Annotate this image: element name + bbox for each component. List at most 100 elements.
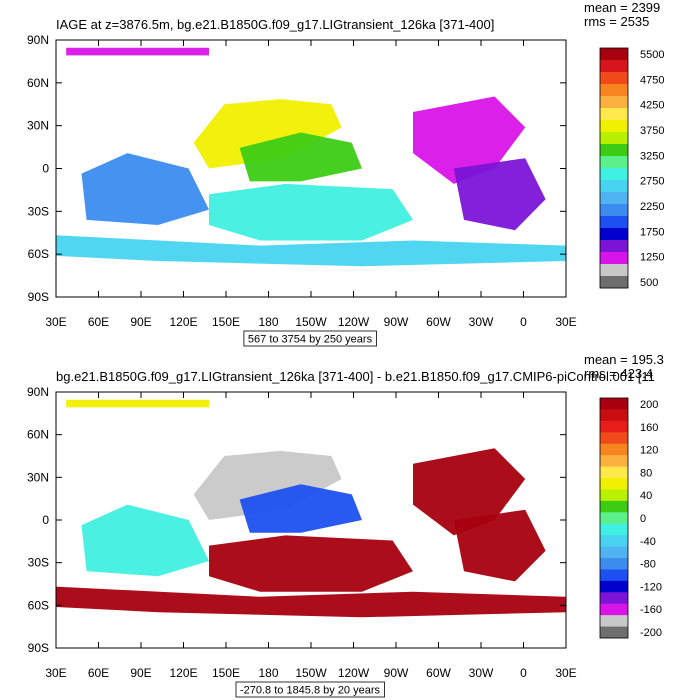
- colorbar-label: 500: [640, 277, 658, 289]
- colorbar-swatch: [600, 409, 628, 422]
- colorbar-swatch: [600, 420, 628, 433]
- x-tick-label: 180: [258, 666, 278, 680]
- colorbar-label: 2250: [640, 201, 664, 213]
- colorbar-label: 40: [640, 490, 652, 502]
- y-tick-label: 60N: [27, 428, 49, 442]
- colorbar-swatch: [600, 580, 628, 593]
- colorbar-swatch: [600, 48, 628, 61]
- colorbar-swatch: [600, 276, 628, 289]
- region-central-pacific: [239, 484, 362, 533]
- y-tick-label: 60N: [27, 76, 49, 90]
- x-tick-label: 90W: [384, 666, 409, 680]
- colorbar-swatch: [600, 558, 628, 570]
- colorbar-swatch: [600, 264, 628, 277]
- colorbar-swatch: [600, 569, 628, 582]
- colorbar-label: 3250: [640, 150, 664, 162]
- colorbar-swatch: [600, 478, 628, 490]
- colorbar-label: -80: [640, 559, 656, 571]
- y-tick-label: 30S: [28, 204, 49, 218]
- y-tick-label: 90N: [27, 385, 49, 399]
- y-tick-label: 0: [42, 162, 49, 176]
- colorbar-label: 80: [640, 467, 652, 479]
- x-tick-label: 60E: [88, 666, 109, 680]
- colorbar-label: 4250: [640, 100, 664, 112]
- x-tick-label: 60W: [426, 315, 451, 329]
- colorbar-swatch: [600, 216, 628, 229]
- y-tick-label: 90S: [28, 290, 49, 304]
- region-north-pacific: [193, 99, 342, 169]
- rms-label: rms = 423.4: [584, 366, 653, 381]
- rms-label: rms = 2535: [584, 14, 649, 29]
- y-tick-label: 90S: [28, 641, 49, 655]
- x-tick-label: 0: [520, 666, 527, 680]
- y-tick-label: 60S: [28, 598, 49, 612]
- x-tick-label: 150W: [295, 666, 327, 680]
- colorbar-swatch: [600, 535, 628, 547]
- colorbar-swatch: [600, 156, 628, 169]
- x-tick-label: 60W: [426, 666, 451, 680]
- region-arctic-band: [66, 47, 209, 56]
- x-tick-label: 180: [258, 315, 278, 329]
- colorbar-swatch: [600, 546, 628, 559]
- colorbar-swatch: [600, 72, 628, 85]
- colorbar-swatch: [600, 455, 628, 467]
- colorbar-swatch: [600, 240, 628, 253]
- colorbar-swatch: [600, 96, 628, 109]
- colorbar-swatch: [600, 512, 628, 525]
- x-tick-label: 150E: [212, 315, 240, 329]
- colorbar-label: -200: [640, 627, 662, 639]
- colorbar-swatch: [600, 144, 628, 157]
- x-tick-label: 150W: [295, 315, 327, 329]
- y-tick-label: 30N: [27, 470, 49, 484]
- colorbar-swatch: [600, 432, 628, 445]
- colorbar-swatch: [600, 398, 628, 410]
- colorbar-frame: [599, 47, 629, 289]
- x-tick-label: 120E: [169, 315, 197, 329]
- region-central-pacific: [239, 132, 362, 182]
- colorbar-label: 5500: [640, 49, 664, 61]
- colorbar-label: 4750: [640, 74, 664, 86]
- colorbar-swatch: [600, 132, 628, 145]
- panel-2: bg.e21.B1850G.f09_g17.LIGtransient_126ka…: [27, 352, 664, 698]
- x-tick-label: 120W: [338, 315, 370, 329]
- mean-label: mean = 2399: [584, 0, 660, 15]
- colorbar-label: -40: [640, 536, 656, 548]
- colorbar-label: -120: [640, 581, 662, 593]
- colorbar-swatch: [600, 60, 628, 73]
- region-south-pacific: [209, 183, 413, 241]
- x-tick-label: 30E: [45, 666, 66, 680]
- x-tick-label: 60E: [88, 315, 109, 329]
- colorbar-swatch: [600, 466, 628, 479]
- range-label: 567 to 3754 by 250 years: [248, 334, 373, 346]
- x-tick-label: 30W: [469, 666, 494, 680]
- colorbar-swatch: [600, 84, 628, 97]
- y-tick-label: 30N: [27, 119, 49, 133]
- colorbar-swatch: [600, 192, 628, 205]
- colorbar-swatch: [600, 180, 628, 193]
- y-tick-label: 30S: [28, 556, 49, 570]
- colorbar-swatch: [600, 603, 628, 616]
- x-tick-label: 150E: [212, 666, 240, 680]
- colorbar-swatch: [600, 443, 628, 456]
- colorbar-label: 1250: [640, 252, 664, 264]
- colorbar-swatch: [600, 120, 628, 133]
- x-tick-label: 0: [520, 315, 527, 329]
- colorbar-label: 120: [640, 445, 658, 457]
- region-atlantic: [413, 448, 526, 536]
- region-atlantic: [413, 96, 526, 184]
- region-indian-ocean: [81, 504, 209, 577]
- panel-1: IAGE at z=3876.5m, bg.e21.B1850G.f09_g17…: [27, 0, 664, 347]
- plot-title: IAGE at z=3876.5m, bg.e21.B1850G.f09_g17…: [56, 17, 494, 32]
- range-box: [243, 330, 377, 347]
- range-label: -270.8 to 1845.8 by 20 years: [240, 685, 381, 697]
- y-tick-label: 60S: [28, 247, 49, 261]
- x-tick-label: 120E: [169, 666, 197, 680]
- x-tick-label: 90E: [130, 315, 151, 329]
- colorbar-swatch: [600, 108, 628, 121]
- region-north-pacific: [193, 450, 342, 520]
- colorbar-swatch: [600, 523, 628, 536]
- colorbar-swatch: [600, 615, 628, 627]
- colorbar-swatch: [600, 592, 628, 605]
- region-indian-ocean: [81, 153, 209, 225]
- region-south-pacific: [209, 535, 413, 592]
